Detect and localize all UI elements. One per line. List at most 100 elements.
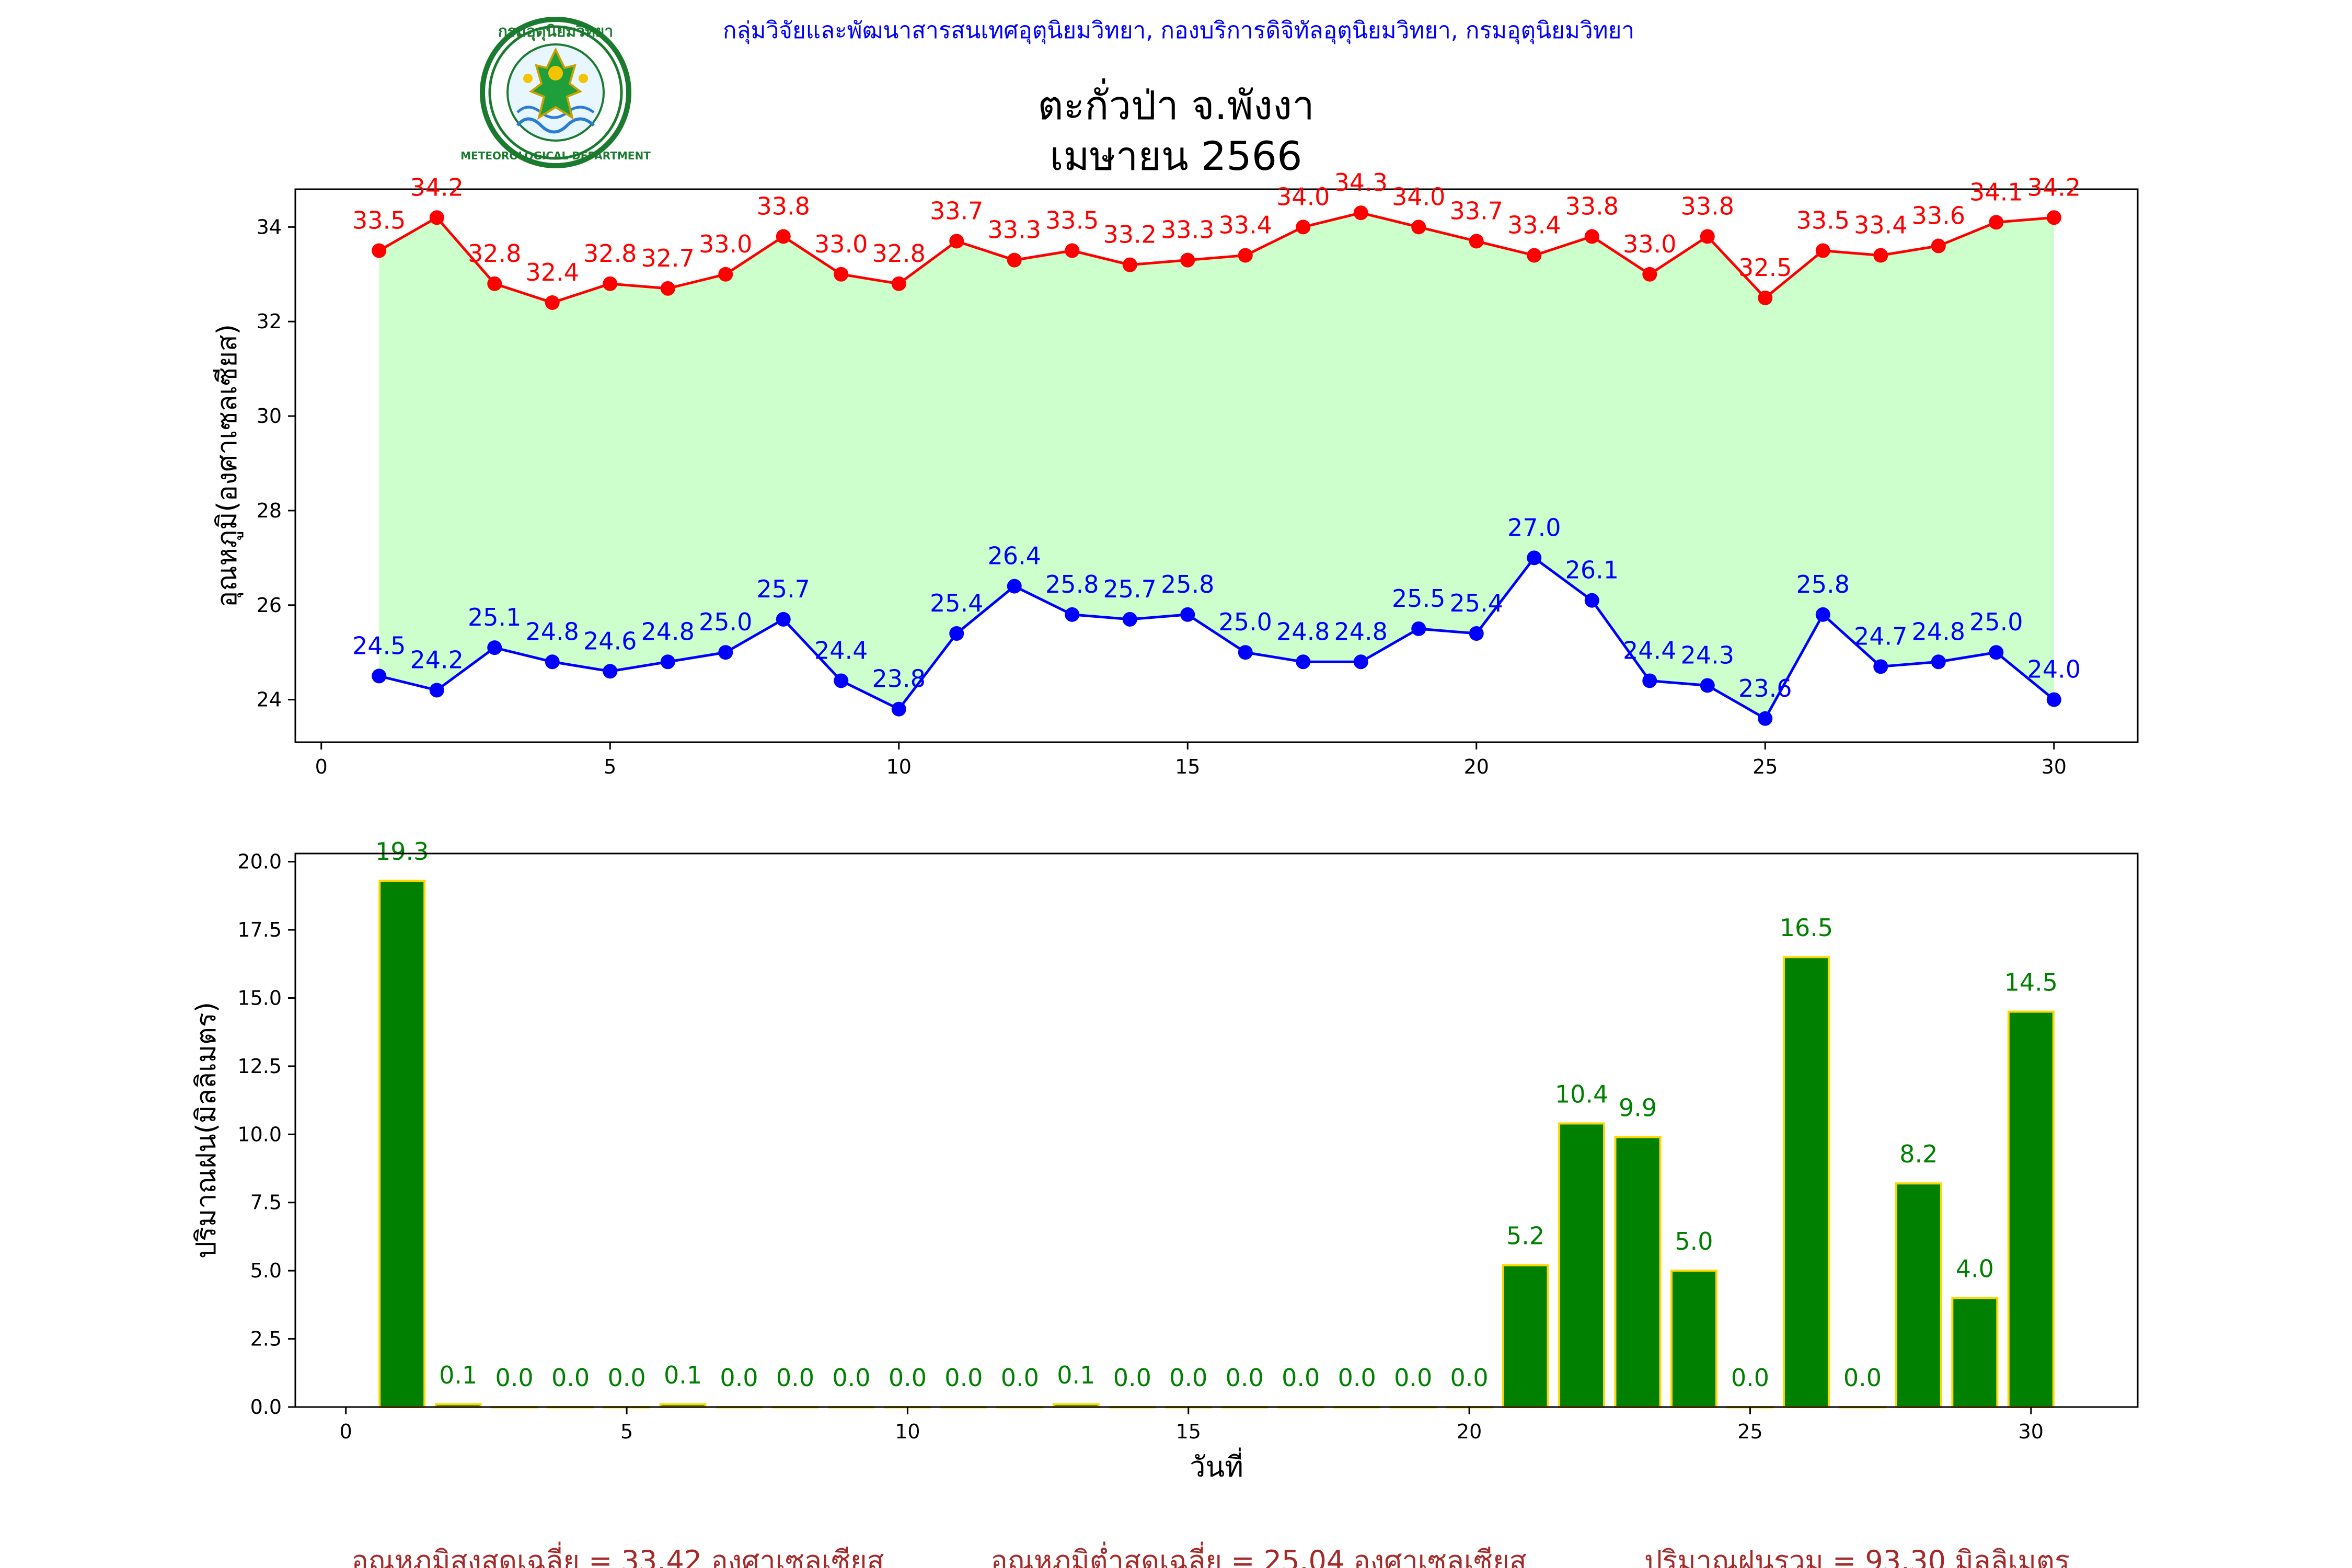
- max-temp-point: [603, 276, 618, 291]
- max-temp-data-label: 33.5: [352, 206, 406, 235]
- max-temp-data-label: 33.8: [1681, 192, 1734, 220]
- min-temp-data-label: 24.2: [410, 646, 464, 674]
- min-temp-data-label: 24.8: [526, 617, 579, 645]
- rain-bar: [2007, 1010, 2055, 1408]
- min-temp-point: [660, 654, 675, 670]
- temp-x-tick-label: 5: [604, 755, 616, 778]
- rain-data-label: 14.5: [2004, 969, 2058, 997]
- min-temp-data-label: 25.0: [1969, 608, 2023, 636]
- min-temp-point: [1065, 607, 1080, 622]
- rain-data-label: 0.0: [1843, 1364, 1882, 1392]
- max-temp-data-label: 33.5: [1796, 206, 1850, 235]
- summary-avg-min: อุณหภูมิต่ำสุดเฉลี่ย = 25.04 องศาเซลเซีย…: [990, 1541, 1526, 1568]
- min-temp-data-label: 25.4: [1450, 589, 1503, 617]
- min-temp-data-label: 25.5: [1392, 584, 1445, 613]
- rain-bar: [1558, 1122, 1606, 1408]
- min-temp-point: [1642, 673, 1657, 688]
- min-temp-data-label: 24.0: [2027, 655, 2081, 684]
- min-temp-data-label: 24.8: [641, 617, 695, 645]
- max-temp-point: [1700, 229, 1715, 244]
- rain-data-label: 5.0: [1675, 1227, 1713, 1255]
- rain-data-label: 19.3: [375, 837, 429, 866]
- chart-title-line1: ตะกั่วป่า จ.พังงา: [1037, 78, 1315, 129]
- temp-y-tick-label: 24: [257, 688, 282, 711]
- temp-y-tick-label: 26: [257, 594, 282, 617]
- max-temp-data-label: 33.2: [1103, 221, 1157, 249]
- max-temp-data-label: 34.3: [1334, 168, 1388, 197]
- rain-y-tick-label: 5.0: [250, 1259, 282, 1282]
- rain-data-label: 0.0: [1001, 1364, 1039, 1392]
- min-temp-point: [1758, 711, 1773, 726]
- max-temp-data-label: 33.5: [1045, 206, 1099, 235]
- rain-data-label: 0.1: [1057, 1361, 1095, 1389]
- rain-data-label: 0.1: [439, 1361, 477, 1389]
- min-temp-point: [1180, 607, 1195, 622]
- min-temp-data-label: 24.6: [583, 627, 637, 655]
- min-temp-data-label: 25.4: [930, 589, 983, 617]
- min-temp-point: [372, 668, 387, 684]
- temp-x-tick-label: 10: [886, 755, 912, 778]
- max-temp-point: [776, 229, 791, 244]
- logo-text-top: กรมอุตุนิยมวิทยา: [498, 22, 613, 41]
- max-temp-point: [1469, 234, 1484, 249]
- temp-x-tick-label: 0: [315, 755, 328, 778]
- temp-y-tick-label: 28: [257, 499, 282, 522]
- rain-data-label: 0.0: [607, 1364, 645, 1392]
- min-temp-data-label: 26.4: [988, 542, 1041, 570]
- rain-bar: [1782, 956, 1830, 1408]
- rain-bar: [1670, 1270, 1717, 1409]
- min-temp-point: [718, 645, 733, 660]
- min-temp-point: [545, 654, 560, 670]
- max-temp-point: [1642, 267, 1657, 282]
- min-temp-data-label: 24.5: [352, 631, 406, 660]
- max-temp-data-label: 33.8: [1565, 192, 1619, 220]
- min-temp-point: [949, 626, 964, 641]
- min-temp-data-label: 25.1: [468, 603, 521, 631]
- temperature-range-fill: [379, 213, 2054, 719]
- max-temp-data-label: 33.4: [1854, 211, 1907, 239]
- min-temp-data-label: 24.8: [1912, 617, 1965, 645]
- rain-data-label: 0.0: [1731, 1364, 1769, 1392]
- rain-y-tick-label: 12.5: [237, 1055, 282, 1078]
- rain-y-tick-label: 7.5: [250, 1191, 282, 1214]
- min-temp-point: [1700, 678, 1715, 693]
- min-temp-point: [1296, 654, 1311, 670]
- rain-x-tick-label: 30: [2019, 1420, 2044, 1443]
- max-temp-point: [1584, 229, 1599, 244]
- temp-y-tick-label: 30: [257, 405, 282, 428]
- rain-bar: [1502, 1264, 1549, 1408]
- rain-data-label: 0.0: [832, 1364, 870, 1392]
- max-temp-point: [545, 295, 560, 310]
- max-temp-data-label: 33.3: [1161, 216, 1214, 244]
- max-temp-point: [2046, 210, 2061, 225]
- min-temp-point: [1122, 612, 1137, 627]
- max-temp-point: [891, 276, 906, 291]
- max-temp-data-label: 33.4: [1219, 211, 1272, 239]
- rain-bar: [1895, 1182, 1942, 1408]
- min-temp-point: [834, 673, 849, 688]
- min-temp-point: [776, 612, 791, 627]
- rain-data-label: 0.0: [720, 1364, 758, 1392]
- max-temp-point: [1931, 238, 1946, 253]
- rain-y-tick-label: 2.5: [250, 1328, 282, 1351]
- min-temp-data-label: 24.7: [1854, 622, 1907, 650]
- min-temp-point: [1989, 645, 2004, 660]
- min-temp-data-label: 26.1: [1565, 556, 1619, 584]
- rain-x-tick-label: 20: [1457, 1420, 1482, 1443]
- min-temp-point: [1873, 659, 1888, 674]
- temp-x-tick-label: 30: [2042, 755, 2067, 778]
- department-logo: กรมอุตุนิยมวิทยา METEOROLOGICAL DEPARTME…: [460, 17, 651, 168]
- rain-data-label: 4.0: [1956, 1254, 1994, 1283]
- min-temp-data-label: 24.8: [1334, 617, 1388, 645]
- max-temp-data-label: 34.0: [1276, 182, 1330, 211]
- min-temp-point: [487, 640, 502, 655]
- max-temp-point: [1238, 248, 1253, 263]
- rain-data-label: 0.0: [776, 1364, 814, 1392]
- min-temp-point: [603, 664, 618, 679]
- min-temp-point: [2046, 692, 2061, 707]
- rain-x-tick-label: 0: [340, 1420, 352, 1443]
- min-temp-point: [891, 701, 906, 717]
- min-temp-point: [1584, 593, 1599, 608]
- max-temp-point: [1296, 220, 1311, 235]
